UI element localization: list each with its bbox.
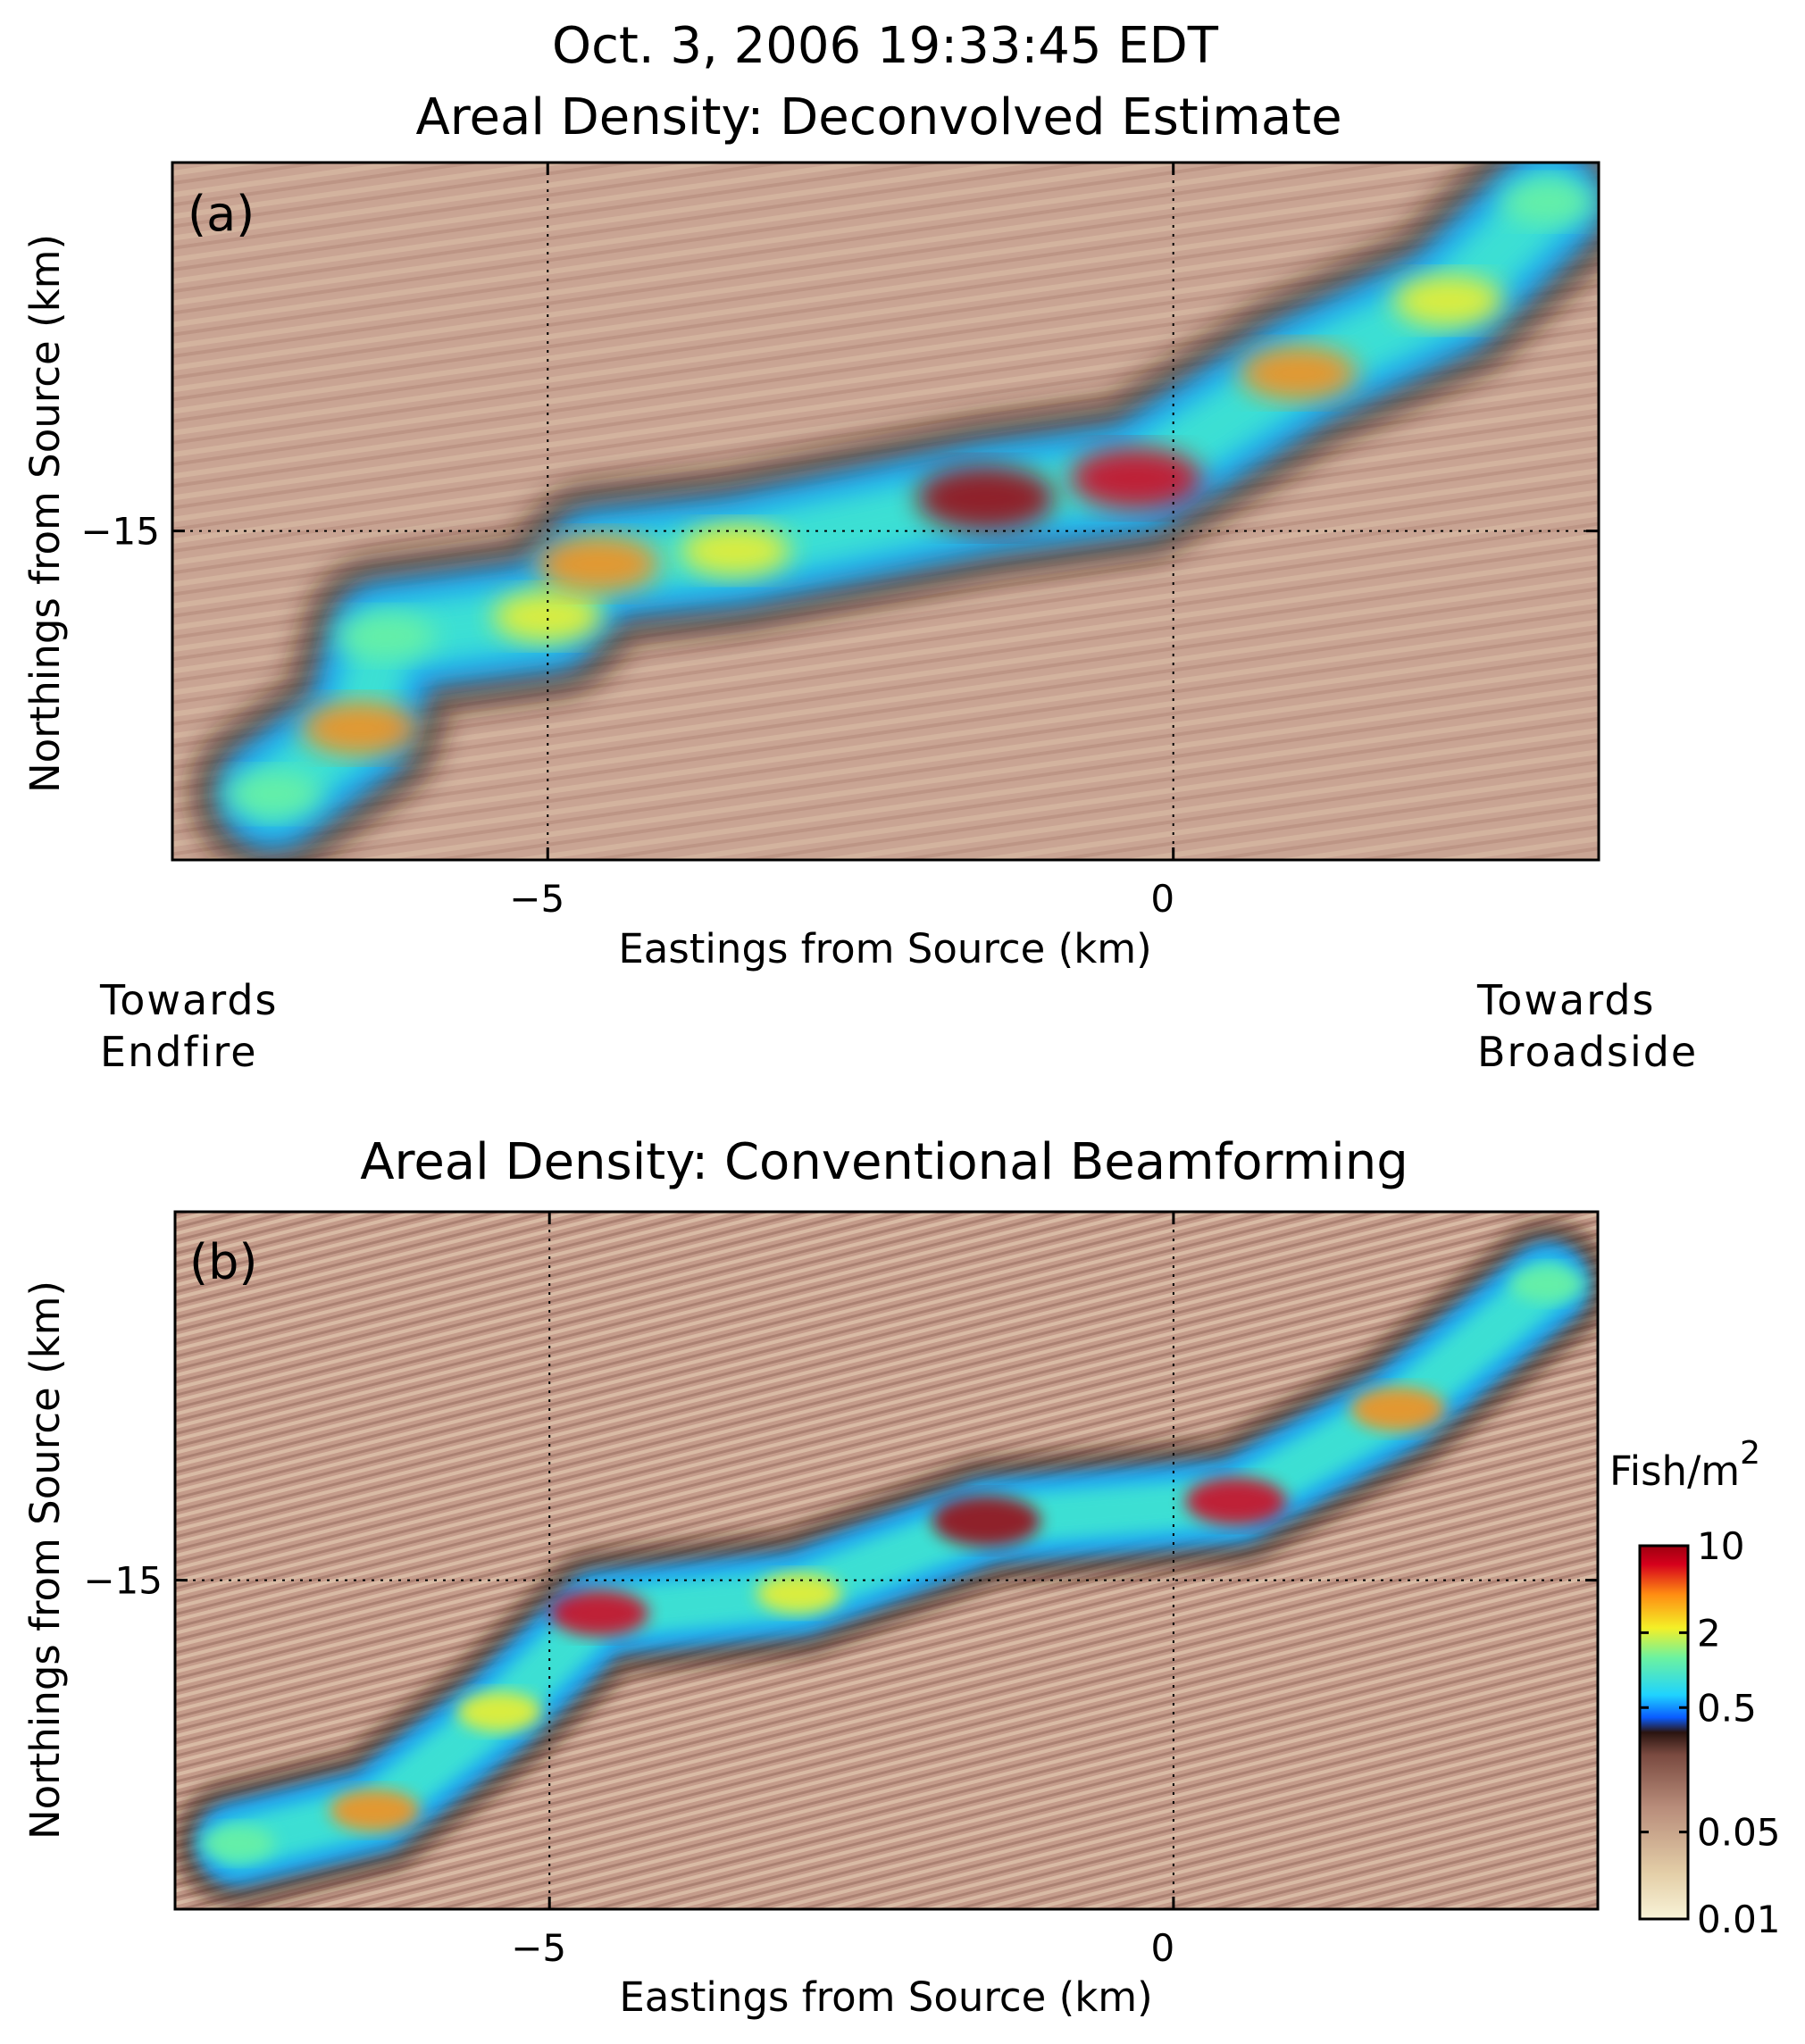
- panel-a-grid: [172, 163, 1599, 860]
- colorbar-tick-label-4: 0.01: [1697, 1898, 1781, 1941]
- towards-endfire-line2: Endfire: [100, 1028, 258, 1076]
- panel-a: −5 0 −15 (a) Eastings from Source (km) Nor…: [21, 161, 1600, 972]
- panel-a-density-blob-8: [1239, 345, 1358, 401]
- colorbar-tick-label-3: 0.05: [1697, 1811, 1781, 1855]
- panel-b-grid: [175, 1212, 1598, 1909]
- panel-a-ytick-label-0: −15: [80, 510, 160, 554]
- panel-a-density-blob-10: [1500, 179, 1598, 225]
- panel-a-density-blob-1: [301, 700, 419, 756]
- panel-b-plot-area: [175, 1212, 1598, 1909]
- panel-a-ylabel: Northings from Source (km): [21, 234, 69, 793]
- panel-a-plot-area: [172, 163, 1599, 860]
- panel-a-density-blob-4: [536, 535, 660, 593]
- colorbar-unit-exponent: 2: [1740, 1435, 1760, 1472]
- panel-a-label: (a): [188, 186, 255, 242]
- panel-b-density-blob-6: [1184, 1477, 1287, 1525]
- panel-b-xtick-label-1: 0: [1151, 1926, 1175, 1970]
- panel-a-density-blob-7: [1069, 447, 1202, 510]
- panel-b-label: (b): [189, 1234, 257, 1290]
- towards-endfire-line1: Towards: [99, 976, 279, 1024]
- panel-b-density-blob-2: [456, 1691, 542, 1732]
- towards-broadside-line2: Broadside: [1477, 1028, 1698, 1076]
- panel-b-ytick-label-0: −15: [83, 1559, 163, 1603]
- panel-a-density-blob-5: [680, 524, 791, 577]
- panel-a-density-blob-6: [916, 465, 1056, 531]
- panel-b-density-blob-4: [756, 1573, 842, 1614]
- colorbar-gradient: [1638, 1544, 1690, 1921]
- panel-b-density-blob-7: [1350, 1387, 1446, 1431]
- panel-a-xtick-label-1: 0: [1150, 877, 1174, 921]
- panel-b-xlabel: Eastings from Source (km): [619, 1973, 1152, 2021]
- panel-b-title: Areal Density: Conventional Beamforming: [360, 1133, 1408, 1191]
- panel-a-density-blob-0: [223, 771, 322, 818]
- panel-b-ylabel: Northings from Source (km): [21, 1281, 69, 1840]
- figure-date-title: Oct. 3, 2006 19:33:45 EDT: [552, 17, 1219, 75]
- panel-b-density-blob-0: [199, 1825, 276, 1862]
- panel-a-density-blob-2: [333, 612, 437, 661]
- panel-a-title: Areal Density: Deconvolved Estimate: [415, 88, 1341, 146]
- panel-b-density-blob-8: [1509, 1265, 1587, 1303]
- panel-a-density-blob-9: [1393, 274, 1504, 327]
- panel-b-density-blob-5: [932, 1495, 1041, 1547]
- panel-a-ticks: −5 0 −15: [80, 163, 1599, 921]
- panel-a-xtick-label-0: −5: [509, 877, 564, 921]
- panel-a-xlabel: Eastings from Source (km): [618, 925, 1151, 972]
- panel-b-ticks: −5 0 −15: [83, 1212, 1598, 1970]
- panel-b: −5 0 −15 (b) Eastings from Source (km) Nor…: [21, 1210, 1600, 2021]
- towards-broadside-line1: Towards: [1476, 976, 1656, 1024]
- colorbar-ticks: 10 2 0.5 0.05 0.01: [1640, 1524, 1781, 1941]
- panel-a-density-blob-3: [492, 590, 603, 643]
- colorbar-tick-label-2: 0.5: [1697, 1686, 1757, 1730]
- panel-b-shoal: [175, 1220, 1598, 1908]
- colorbar-unit: Fish/m2: [1609, 1435, 1760, 1495]
- colorbar-tick-label-1: 2: [1697, 1611, 1721, 1655]
- panel-b-density-blob-1: [329, 1789, 421, 1832]
- panel-b-xtick-label-0: −5: [511, 1926, 566, 1970]
- panel-b-density-blob-3: [549, 1589, 649, 1637]
- panel-a-shoal: [188, 163, 1599, 860]
- colorbar-tick-label-0: 10: [1697, 1524, 1744, 1568]
- colorbar-unit-base: Fish/m: [1609, 1447, 1740, 1495]
